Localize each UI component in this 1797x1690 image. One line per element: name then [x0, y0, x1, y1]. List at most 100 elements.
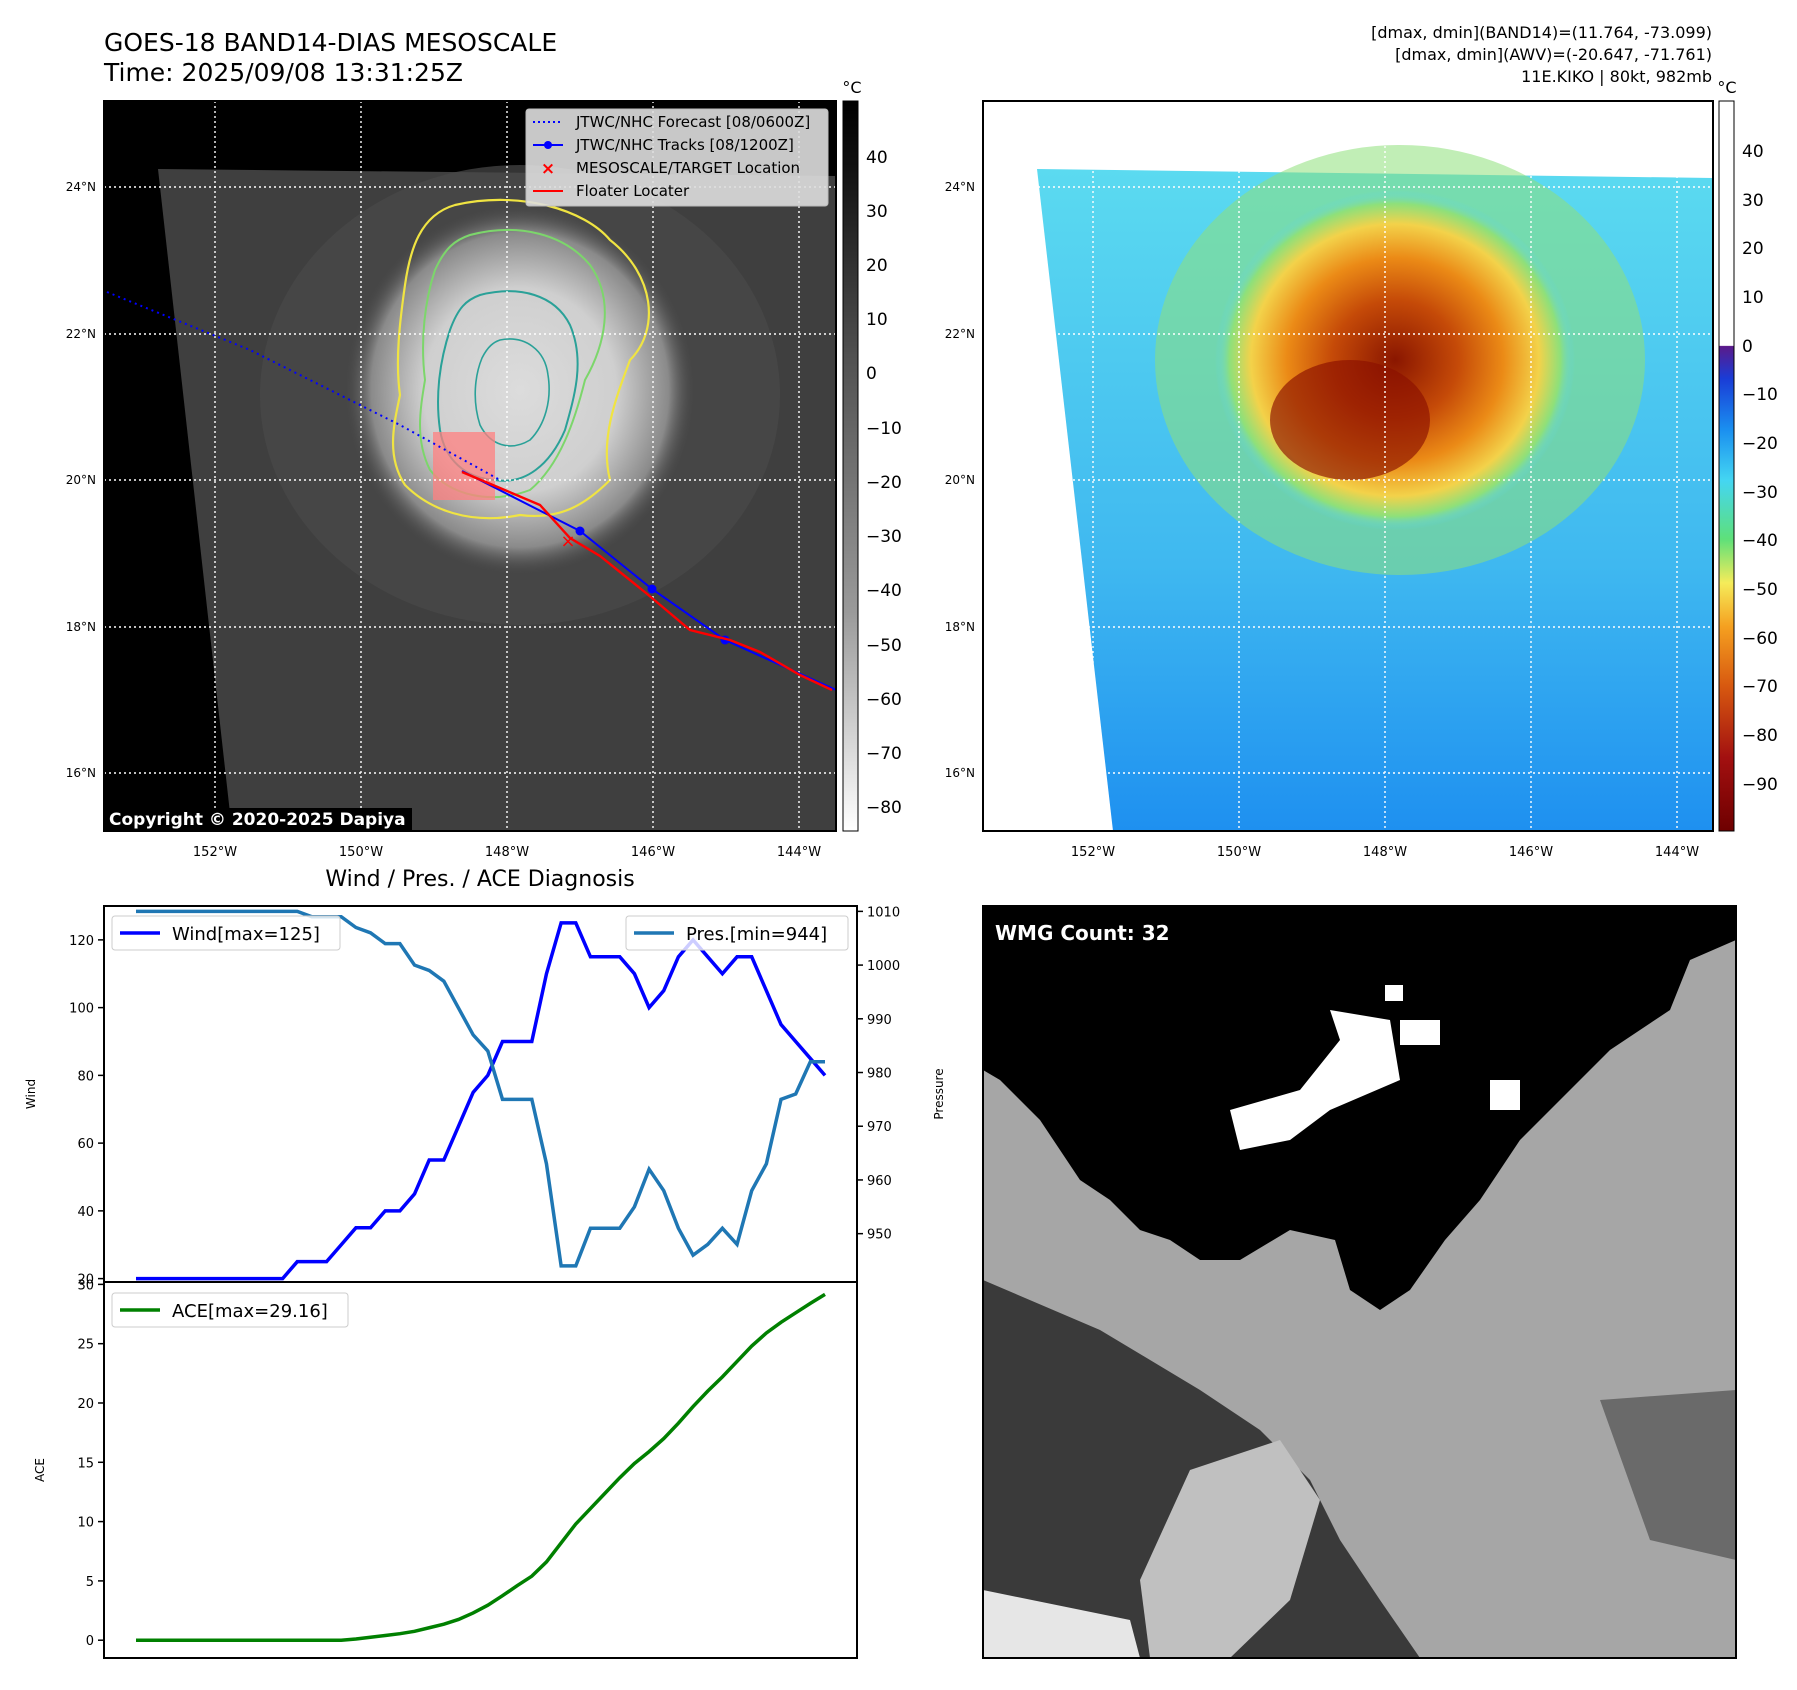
lat-label: 16°N [66, 766, 96, 780]
wv-cbar-tick: −10 [1742, 385, 1778, 405]
ir-cbar-tick: −40 [866, 581, 902, 601]
wmg-mid-patch [1600, 1390, 1736, 1560]
wv-cbar-tick: 0 [1742, 337, 1753, 357]
lon-label: 144°W [1655, 845, 1699, 860]
track-point [647, 584, 657, 594]
legend-tracks-label: JTWC/NHC Tracks [08/1200Z] [575, 136, 794, 154]
diagnosis-panel: Wind / Pres. / ACE Diagnosis 120 100 80 … [24, 867, 946, 1659]
lon-label: 148°W [1363, 845, 1407, 860]
pressure-tick-label: 980 [867, 1067, 892, 1082]
wind-tick-label: 40 [77, 1205, 94, 1220]
ir-lon-labels: 152°W 150°W 148°W 146°W 144°W [193, 845, 821, 860]
wv-cbar-tick: −60 [1742, 629, 1778, 649]
wv-colorbar [1718, 100, 1735, 832]
lon-label: 144°W [777, 845, 821, 860]
wmg-light-patch [1140, 1440, 1320, 1658]
lon-label: 148°W [485, 845, 529, 860]
lon-label: 146°W [631, 845, 675, 860]
wv-lon-labels: 152°W 150°W 148°W 146°W 144°W [1071, 845, 1699, 860]
wind-tick-label: 80 [77, 1069, 94, 1084]
wv-coldest-tops [1270, 360, 1430, 480]
ir-cbar-tick: 0 [866, 364, 877, 384]
copyright-badge: Copyright © 2020-2025 Dapiya [103, 808, 412, 832]
ace-tick-label: 15 [77, 1456, 94, 1471]
wmg-panel [982, 905, 1737, 1659]
target-location-marker: × [560, 531, 575, 552]
wv-cbar-tick: 10 [1742, 288, 1764, 308]
wv-gridlines [983, 101, 1713, 831]
ir-cbar-tick: −60 [866, 690, 902, 710]
wv-cbar-tick: −80 [1742, 726, 1778, 746]
lat-label: 18°N [945, 620, 975, 634]
info-awv-range: [dmax, dmin](AWV)=(-20.647, -71.761) [1395, 45, 1712, 64]
lon-label: 152°W [1071, 845, 1115, 860]
legend-forecast-label: JTWC/NHC Forecast [08/0600Z] [575, 113, 810, 131]
ace-tick-label: 20 [77, 1397, 94, 1412]
ir-legend-box [525, 108, 829, 207]
wind-axis-label: Wind [24, 1079, 38, 1109]
wind-legend-box [111, 915, 341, 951]
figure-time: Time: 2025/09/08 13:31:25Z [103, 58, 463, 87]
wv-cbar-tick: −20 [1742, 434, 1778, 454]
wind-tick-label: 100 [69, 1002, 94, 1017]
wv-colorbar-unit: °C [1717, 78, 1736, 97]
wv-cbar-tick: −30 [1742, 483, 1778, 503]
wv-frame [982, 100, 1714, 832]
wv-lat-labels: 24°N 22°N 20°N 18°N 16°N [945, 180, 975, 780]
figure-title: GOES-18 BAND14-DIAS MESOSCALE [104, 28, 557, 57]
ir-cbar-tick: 30 [866, 202, 888, 222]
mesoscale-target-box [433, 432, 495, 500]
pressure-legend: Pres.[min=944] [625, 915, 849, 951]
ir-cbar-tick: −70 [866, 744, 902, 764]
ace-axis-label: ACE [33, 1458, 47, 1482]
wv-map-panel: 24°N 22°N 20°N 18°N 16°N 152°W 150°W 148… [945, 78, 1778, 860]
ace-axes [103, 1281, 858, 1659]
ir-lat-labels: 24°N 22°N 20°N 18°N 16°N [66, 180, 96, 780]
ace-tick-label: 5 [86, 1575, 94, 1590]
ir-cbar-tick: −80 [866, 798, 902, 818]
ace-tick-label: 25 [77, 1338, 94, 1353]
ir-cbar-tick: −20 [866, 473, 902, 493]
lon-label: 150°W [1217, 845, 1261, 860]
lat-label: 24°N [945, 180, 975, 194]
ace-tick-label: 30 [77, 1278, 94, 1293]
wmg-count-label: WMG Count: 32 [995, 921, 1170, 945]
info-storm: 11E.KIKO | 80kt, 982mb [1521, 67, 1712, 86]
lon-label: 146°W [1509, 845, 1553, 860]
track-point [575, 526, 585, 536]
ace-tick-label: 10 [77, 1516, 94, 1531]
lat-label: 16°N [945, 766, 975, 780]
legend-target-marker: × [541, 159, 555, 179]
wv-cbar-tick: −90 [1742, 775, 1778, 795]
pressure-legend-box [625, 915, 849, 951]
wv-cbar-tick: 20 [1742, 239, 1764, 259]
ir-cbar-tick: 40 [866, 148, 888, 168]
ace-tick-label: 0 [86, 1634, 94, 1649]
wv-cbar-tick: −50 [1742, 580, 1778, 600]
info-band14-range: [dmax, dmin](BAND14)=(11.764, -73.099) [1371, 23, 1712, 42]
ir-map-panel: × JTWC/NHC Forecast [08/0600Z] JTWC/NHC … [66, 78, 902, 860]
lat-label: 20°N [66, 473, 96, 487]
ir-contour-inner [474, 338, 550, 447]
pressure-tick-label: 960 [867, 1174, 892, 1189]
pressure-tick-label: 1010 [867, 905, 900, 920]
ir-cbar-tick: 20 [866, 256, 888, 276]
ace-ticks: 30 25 20 15 10 5 0 [77, 1278, 94, 1649]
ace-legend-box [111, 1292, 349, 1328]
pressure-axis-label: Pressure [932, 1068, 946, 1119]
forecast-track-line [106, 291, 501, 481]
ir-colorbar-ticks: 40 30 20 10 0 −10 −20 −30 −40 −50 −60 −7… [866, 148, 902, 818]
wv-cbar-tick: −70 [1742, 677, 1778, 697]
ace-legend-label: ACE[max=29.16] [172, 1301, 328, 1322]
legend-target-label: MESOSCALE/TARGET Location [576, 159, 800, 177]
diagnosis-title: Wind / Pres. / ACE Diagnosis [325, 867, 634, 892]
ir-legend: JTWC/NHC Forecast [08/0600Z] JTWC/NHC Tr… [525, 108, 829, 207]
lon-label: 150°W [339, 845, 383, 860]
ace-legend: ACE[max=29.16] [111, 1292, 349, 1328]
lat-label: 20°N [945, 473, 975, 487]
wind-tick-label: 20 [77, 1273, 94, 1288]
ir-contour-green [419, 228, 606, 498]
pressure-tick-label: 970 [867, 1120, 892, 1135]
wmg-light-corner [983, 1590, 1140, 1658]
